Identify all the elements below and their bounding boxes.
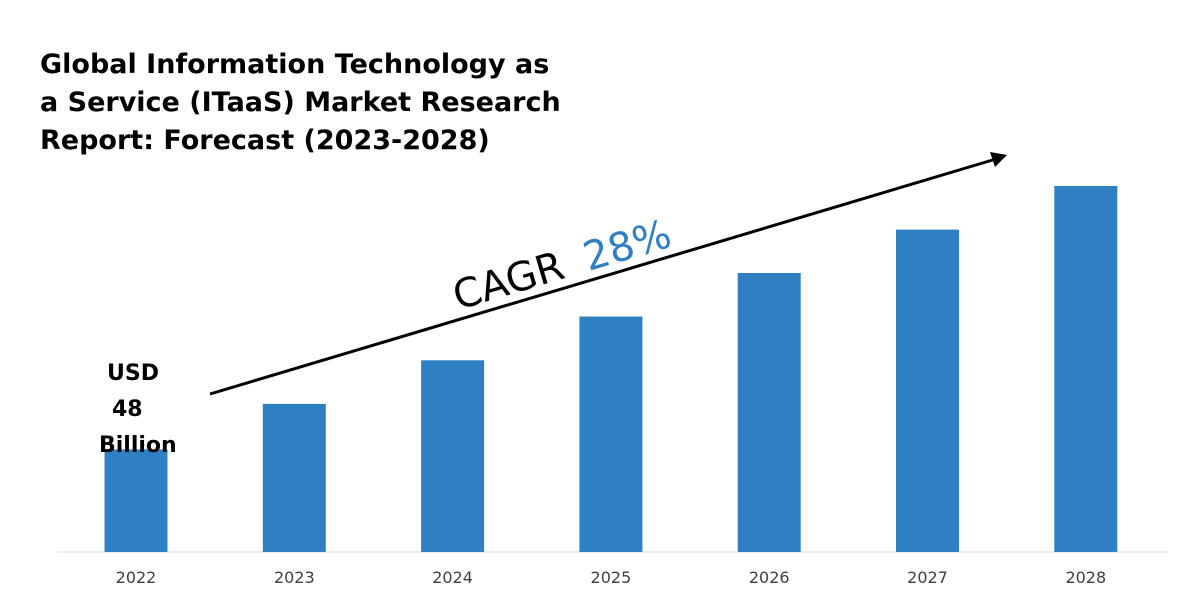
x-tick-label-2028: 2028	[1065, 568, 1106, 587]
cagr-prefix: CAGR	[448, 243, 570, 319]
bar-2025	[579, 316, 643, 552]
start-label-unit: Billion	[99, 433, 177, 458]
x-tick-labels: 2022 2023 2024 2025 2026 2027 2028	[116, 568, 1107, 587]
x-tick-label-2027: 2027	[907, 568, 948, 587]
trend-arrow-line	[209, 157, 997, 396]
x-tick-label-2023: 2023	[274, 568, 315, 587]
bar-2023	[262, 403, 326, 552]
bar-2024	[421, 360, 485, 552]
trend-arrow	[209, 152, 1007, 396]
chart-title: Global Information Technology as a Servi…	[40, 49, 561, 156]
bar-2027	[896, 229, 959, 552]
bar-2028	[1054, 186, 1118, 552]
start-label-number: 48	[112, 397, 143, 422]
x-tick-label-2024: 2024	[432, 568, 473, 587]
bar-2026	[737, 273, 801, 552]
cagr-annotation: CAGR 28%	[448, 211, 677, 319]
x-tick-label-2022: 2022	[116, 568, 157, 587]
start-label-currency: USD	[107, 361, 159, 386]
bars-group	[104, 186, 1118, 552]
start-value-label: USD 48 Billion	[99, 361, 177, 458]
bar-2022	[104, 449, 168, 552]
trend-arrow-head	[990, 152, 1007, 167]
x-tick-label-2025: 2025	[591, 568, 632, 587]
x-tick-label-2026: 2026	[749, 568, 790, 587]
